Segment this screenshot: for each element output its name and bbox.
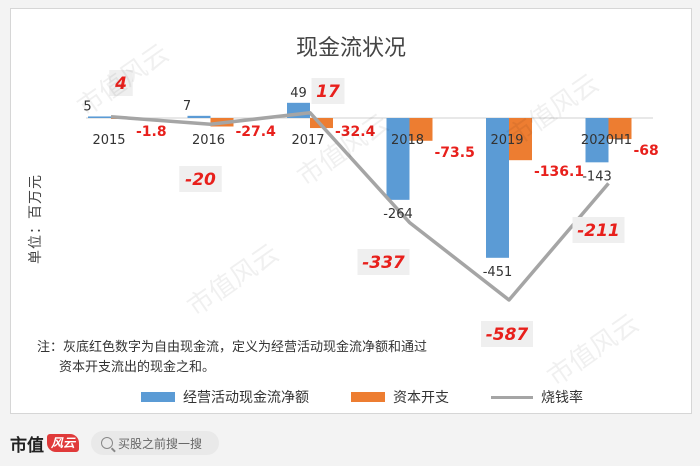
search-box[interactable]: 买股之前搜一搜 [91,431,220,455]
data-label-capex: -68 [634,143,659,159]
data-label-burn: 17 [316,82,340,102]
data-label-capex: -32.4 [335,124,376,140]
burn-label-box [179,166,222,192]
legend-label-operating: 经营活动现金流净额 [183,390,309,406]
legend: 经营活动现金流净额 资本开支 烧钱率 [141,387,625,407]
legend-item-burn: 烧钱率 [491,387,583,407]
data-label-operating: 5 [83,99,91,114]
burn-label-box [572,217,625,243]
bar-capex [409,118,433,141]
chart-card: 现金流状况 2015 2016 2017 2018 2019 2020H1 5 7 49 -264 -… [10,8,692,414]
burn-label-box [357,249,410,275]
brand-mark: 风云 [47,434,80,452]
legend-swatch-burn [491,395,533,399]
legend-swatch-operating [141,392,175,402]
x-tick-label: 2016 [192,133,225,148]
x-tick-label: 2019 [490,133,523,148]
chart-canvas: 现金流状况 2015 2016 2017 2018 2019 2020H1 5 7 49 -264 -… [83,36,659,347]
data-label-operating: -143 [582,169,612,184]
data-label-operating: 49 [290,86,307,101]
x-tick-label: 2018 [391,133,424,148]
bar-operating-cash-flow [187,115,211,118]
y-axis-label: 单位：百万元 [28,174,44,264]
data-label-capex: -136.1 [534,164,584,180]
footer-bar: 市值 风云 买股之前搜一搜 [0,420,700,466]
burn-label-box [481,321,533,347]
search-icon [101,437,114,449]
data-label-operating: -264 [383,207,413,222]
legend-label-capex: 资本开支 [393,390,449,406]
data-label-burn: -337 [362,253,405,273]
bar-capex [608,118,632,140]
footnote: 注：灰底红色数字为自由现金流，定义为经营活动现金流净额和通过 资本开支流出的现金… [37,338,507,378]
search-placeholder: 买股之前搜一搜 [118,436,203,451]
data-label-burn: -20 [185,170,216,190]
brand-logo[interactable]: 市值 风云 [10,431,80,456]
chart-title: 现金流状况 [296,36,406,61]
x-tick-label: 2020H1 [581,133,632,148]
burn-label-box [109,70,133,96]
burn-label-box [311,78,345,104]
bar-operating-cash-flow [88,116,111,118]
data-label-operating: -451 [483,265,513,280]
brand-name: 市值 [10,435,44,456]
x-tick-label: 2015 [92,133,125,148]
x-tick-label: 2017 [291,133,324,148]
legend-item-operating: 经营活动现金流净额 [141,387,309,407]
line-burn-rate [110,110,610,302]
data-label-capex: -27.4 [236,124,277,140]
bar-capex [509,118,532,161]
legend-label-burn: 烧钱率 [541,390,583,406]
data-label-capex: -1.8 [136,124,167,140]
bar-operating-cash-flow [486,118,509,258]
footnote-line-2: 资本开支流出的现金之和。 [59,360,216,375]
data-label-operating: 7 [183,99,191,114]
bar-operating-cash-flow [585,118,609,163]
bar-operating-cash-flow [386,118,410,200]
data-label-burn: -211 [577,221,620,241]
data-label-capex: -73.5 [435,145,475,161]
data-label-burn: 4 [114,74,127,94]
data-label-burn: -587 [486,325,529,345]
legend-swatch-capex [351,392,385,402]
legend-item-capex: 资本开支 [351,387,449,407]
footnote-line-1: 注：灰底红色数字为自由现金流，定义为经营活动现金流净额和通过 [37,340,428,355]
